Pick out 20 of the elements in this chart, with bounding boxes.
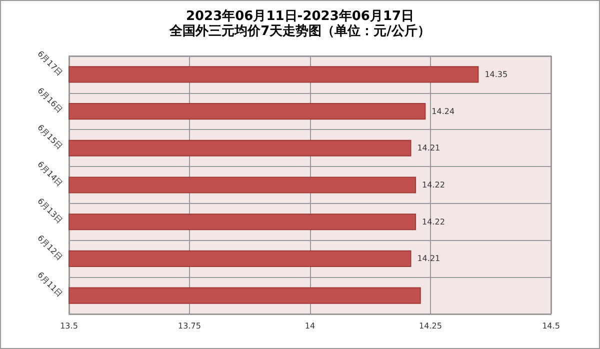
x-tick-label: 14 xyxy=(304,322,316,330)
data-label: 14.22 xyxy=(422,217,445,226)
y-tick-label: 6月17日 xyxy=(36,49,64,78)
x-tick-label: 14.5 xyxy=(542,322,560,330)
chart-title: 2023年06月11日-2023年06月17日 xyxy=(186,9,414,24)
y-tick-label: 6月14日 xyxy=(36,160,64,188)
x-tick-label: 13.5 xyxy=(60,322,78,330)
y-tick-label: 6月12日 xyxy=(36,233,64,262)
data-label: 14.22 xyxy=(422,180,445,190)
chart-subtitle: 全国外三元均价7天走势图（单位：元/公斤） xyxy=(168,23,430,39)
data-label: 14.21 xyxy=(417,254,440,264)
y-tick-label: 6月16日 xyxy=(36,86,64,114)
y-tick-label: 6月11日 xyxy=(36,270,64,299)
x-tick-label: 14.25 xyxy=(419,322,442,330)
data-label: 14.21 xyxy=(417,144,440,153)
y-tick-label: 6月15日 xyxy=(36,122,64,152)
y-tick-label: 6月13日 xyxy=(36,196,64,226)
x-tick-label: 13.75 xyxy=(178,322,201,330)
data-label: 14.24 xyxy=(432,106,455,116)
data-label: 14.35 xyxy=(484,70,508,79)
